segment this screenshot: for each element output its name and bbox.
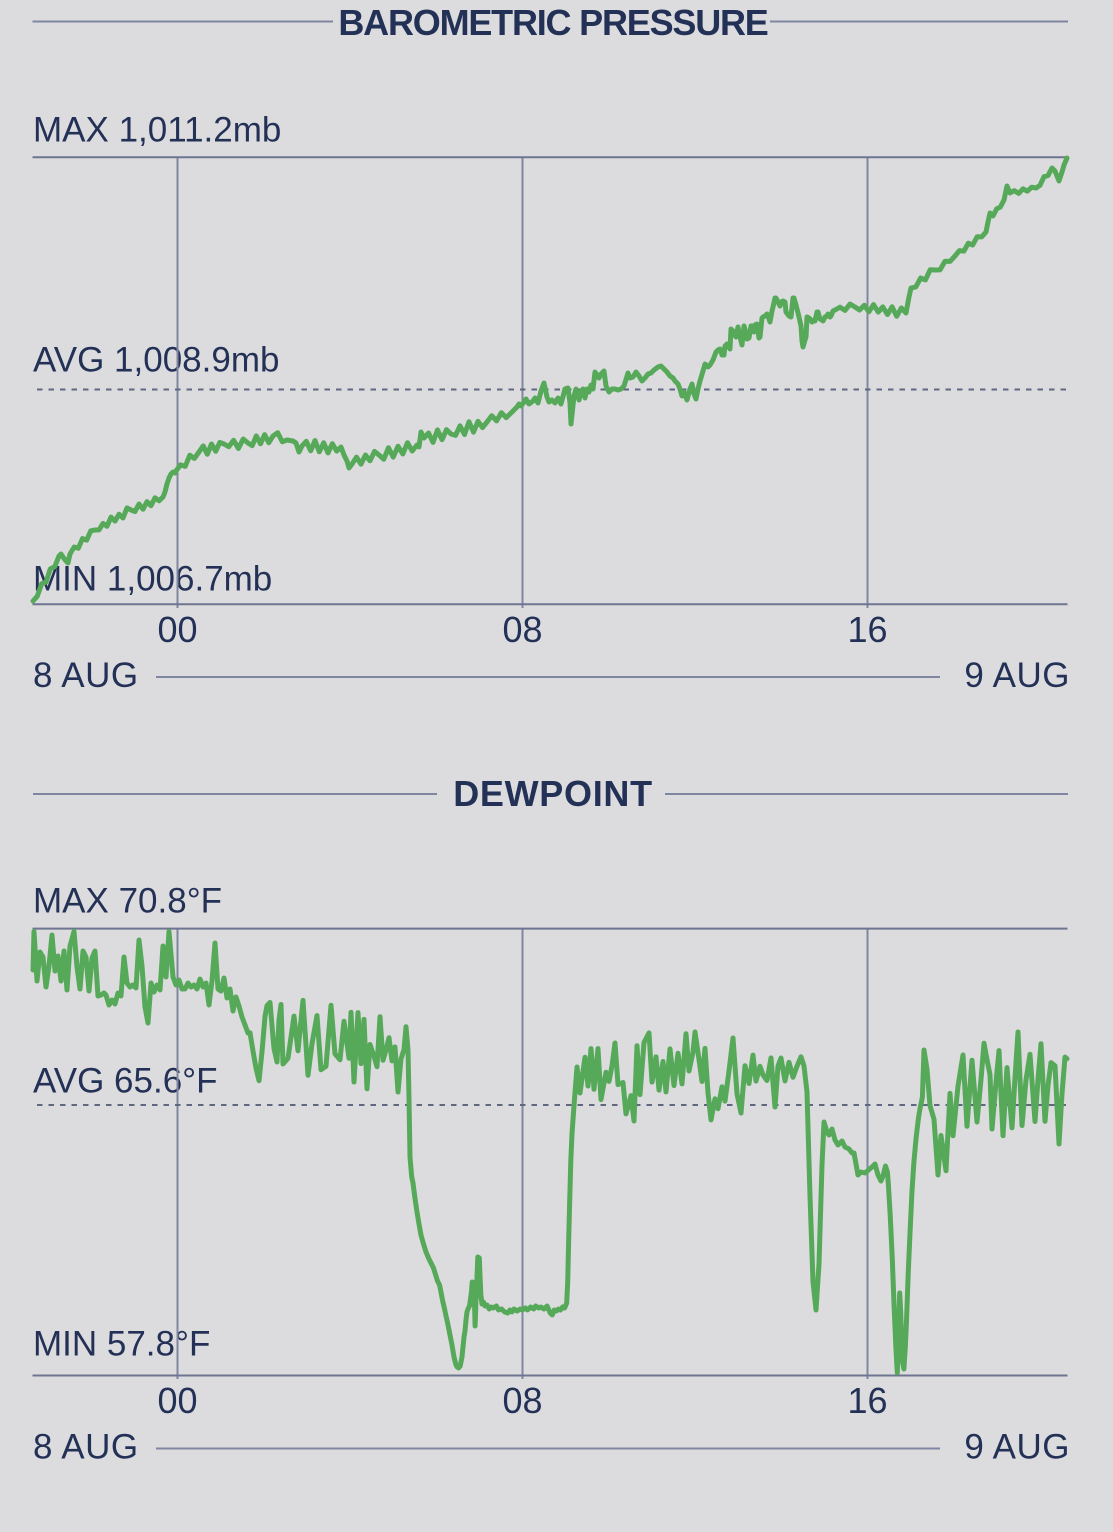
svg-text:AVG 1,008.9mb: AVG 1,008.9mb [33, 341, 279, 380]
svg-text:16: 16 [847, 609, 887, 650]
svg-text:BAROMETRIC PRESSURE: BAROMETRIC PRESSURE [338, 2, 767, 43]
svg-text:9 AUG: 9 AUG [964, 1428, 1070, 1467]
svg-text:MIN 57.8°F: MIN 57.8°F [33, 1325, 210, 1364]
svg-text:00: 00 [157, 609, 197, 650]
svg-text:08: 08 [502, 609, 542, 650]
svg-text:08: 08 [502, 1380, 542, 1421]
svg-text:9 AUG: 9 AUG [964, 656, 1070, 695]
svg-text:8 AUG: 8 AUG [33, 1428, 139, 1467]
svg-text:MIN 1,006.7mb: MIN 1,006.7mb [33, 560, 272, 599]
svg-text:00: 00 [157, 1380, 197, 1421]
svg-text:MAX 70.8°F: MAX 70.8°F [33, 882, 222, 921]
svg-text:8 AUG: 8 AUG [33, 656, 139, 695]
svg-text:AVG 65.6°F: AVG 65.6°F [33, 1062, 218, 1101]
svg-text:DEWPOINT: DEWPOINT [453, 773, 653, 814]
svg-text:MAX 1,011.2mb: MAX 1,011.2mb [33, 111, 281, 150]
svg-text:16: 16 [847, 1380, 887, 1421]
